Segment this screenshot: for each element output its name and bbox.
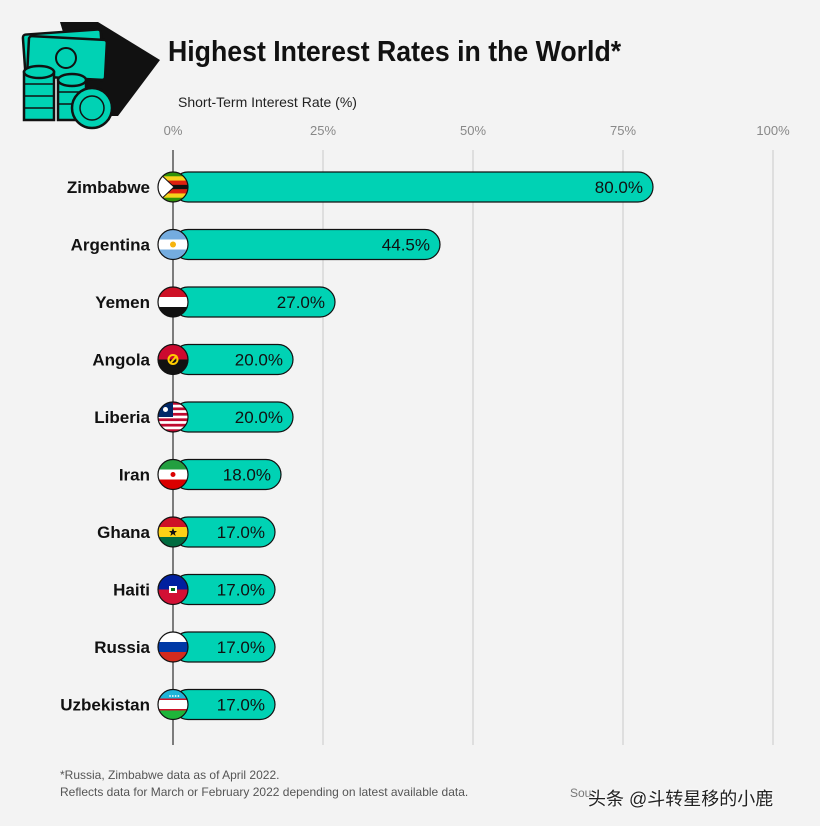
category-label: Haiti xyxy=(113,581,150,600)
x-tick-label: 25% xyxy=(310,123,336,138)
category-label: Zimbabwe xyxy=(67,178,150,197)
x-tick-label: 50% xyxy=(460,123,486,138)
x-tick-label: 100% xyxy=(756,123,790,138)
category-label: Iran xyxy=(119,466,150,485)
uzbekistan-flag-icon xyxy=(157,688,189,721)
category-label: Ghana xyxy=(97,523,150,542)
value-label: 20.0% xyxy=(235,351,283,370)
iran-flag-icon xyxy=(157,458,189,491)
russia-flag-icon xyxy=(157,631,189,663)
x-tick-label: 0% xyxy=(164,123,183,138)
value-label: 17.0% xyxy=(217,523,265,542)
money-stack-coins-icon xyxy=(21,22,160,130)
category-label: Liberia xyxy=(94,408,150,427)
value-label: 80.0% xyxy=(595,178,643,197)
value-label: 17.0% xyxy=(217,638,265,657)
value-label: 20.0% xyxy=(235,408,283,427)
x-axis-title: Short-Term Interest Rate (%) xyxy=(178,94,357,110)
bar-zimbabwe xyxy=(172,171,654,203)
ghana-flag-icon xyxy=(157,516,189,548)
value-label: 17.0% xyxy=(217,696,265,715)
x-tick-label: 75% xyxy=(610,123,636,138)
footnote-line-2: Reflects data for March or February 2022… xyxy=(60,785,469,799)
argentina-flag-icon xyxy=(157,228,189,261)
value-label: 44.5% xyxy=(382,236,430,255)
category-label: Russia xyxy=(94,638,150,657)
value-label: 27.0% xyxy=(277,293,325,312)
chart-title: Highest Interest Rates in the World* xyxy=(168,36,622,68)
footnote: *Russia, Zimbabwe data as of April 2022.… xyxy=(60,767,468,801)
category-label: Argentina xyxy=(71,236,151,255)
zimbabwe-flag-icon xyxy=(157,171,189,203)
watermark-text: 头条 @斗转星移的小鹿 xyxy=(588,789,774,809)
source-text: Sou xyxy=(570,786,592,800)
bar-chart: 0% 25% 50% 75% 100% 80.0% Zimbabwe 44.5% Argenti… xyxy=(60,123,790,745)
category-label: Uzbekistan xyxy=(60,696,150,715)
category-label: Angola xyxy=(92,351,150,370)
footnote-line-1: *Russia, Zimbabwe data as of April 2022. xyxy=(60,768,280,782)
yemen-flag-icon xyxy=(157,286,189,318)
angola-flag-icon xyxy=(157,343,189,376)
value-label: 18.0% xyxy=(223,466,271,485)
liberia-flag-icon xyxy=(157,401,189,433)
value-label: 17.0% xyxy=(217,581,265,600)
haiti-flag-icon xyxy=(157,573,189,606)
category-label: Yemen xyxy=(95,293,150,312)
